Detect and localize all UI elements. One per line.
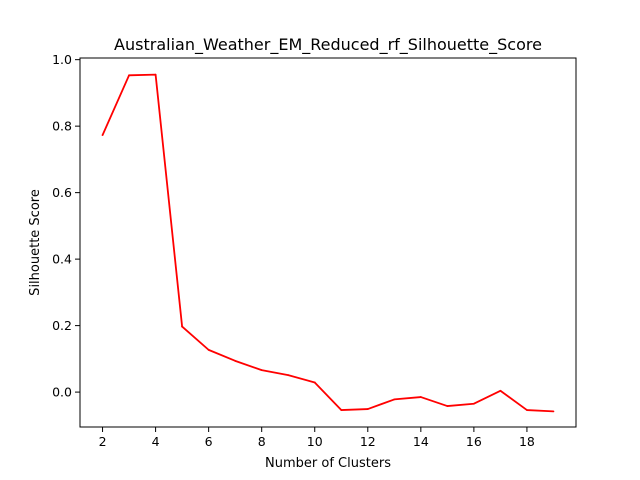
- y-tick-label: 1.0: [52, 52, 72, 67]
- axes-frame: [79, 57, 577, 428]
- x-tick-label: 16: [466, 434, 482, 449]
- y-tick-label: 0.8: [52, 119, 72, 134]
- y-tick-label: 0.0: [52, 385, 72, 400]
- data-point: [181, 325, 184, 328]
- x-axis-label: Number of Clusters: [265, 456, 391, 471]
- y-tick-label: 0.4: [52, 252, 72, 267]
- data-point: [499, 389, 502, 392]
- x-tick-label: 4: [152, 434, 160, 449]
- y-axis-ticks: 0.0 0.2 0.4 0.6 0.8 1.0: [52, 52, 80, 400]
- x-tick-label: 8: [258, 434, 266, 449]
- y-axis-label: Silhouette Score: [28, 189, 43, 296]
- series-line: [101, 73, 554, 413]
- y-tick-label: 0.6: [52, 185, 72, 200]
- x-tick-label: 10: [307, 434, 323, 449]
- data-point: [393, 398, 396, 401]
- data-point: [340, 409, 343, 411]
- data-point: [260, 369, 263, 372]
- data-point: [472, 402, 475, 405]
- data-point: [128, 74, 130, 77]
- data-point: [101, 134, 104, 137]
- x-tick-label: 2: [99, 434, 107, 449]
- x-tick-label: 18: [519, 434, 535, 449]
- data-point: [366, 408, 369, 410]
- data-point: [446, 405, 449, 407]
- data-point: [234, 359, 237, 362]
- x-tick-label: 14: [413, 434, 429, 449]
- data-point: [419, 396, 422, 398]
- plot-area: [101, 73, 555, 413]
- chart-title: Australian_Weather_EM_Reduced_rf_Silhoue…: [114, 35, 542, 55]
- x-tick-label: 6: [205, 434, 213, 449]
- data-point: [207, 348, 210, 351]
- y-tick-label: 0.2: [52, 318, 72, 333]
- data-point: [552, 410, 555, 413]
- data-point: [287, 374, 290, 377]
- data-point: [313, 381, 316, 384]
- x-tick-label: 12: [360, 434, 376, 449]
- data-point: [526, 409, 528, 411]
- x-axis-ticks: 2 4 6 8 10 12 14 16 18: [99, 427, 535, 449]
- data-point: [154, 73, 157, 76]
